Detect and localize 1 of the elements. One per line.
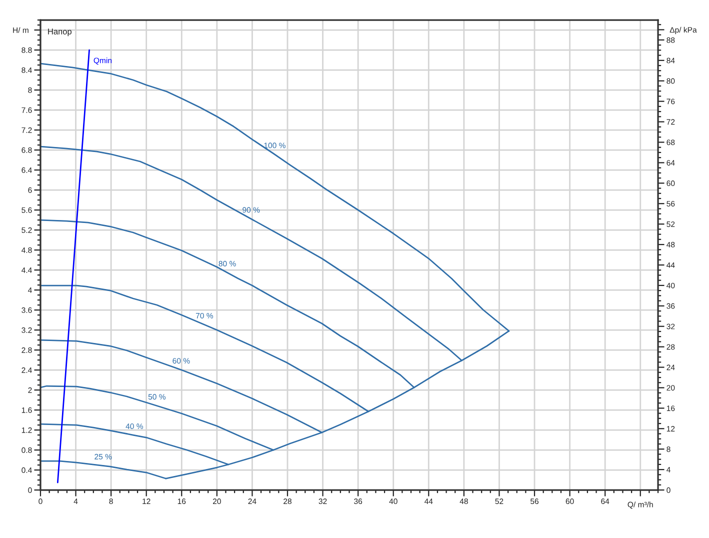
text: Напор (48, 28, 72, 36)
